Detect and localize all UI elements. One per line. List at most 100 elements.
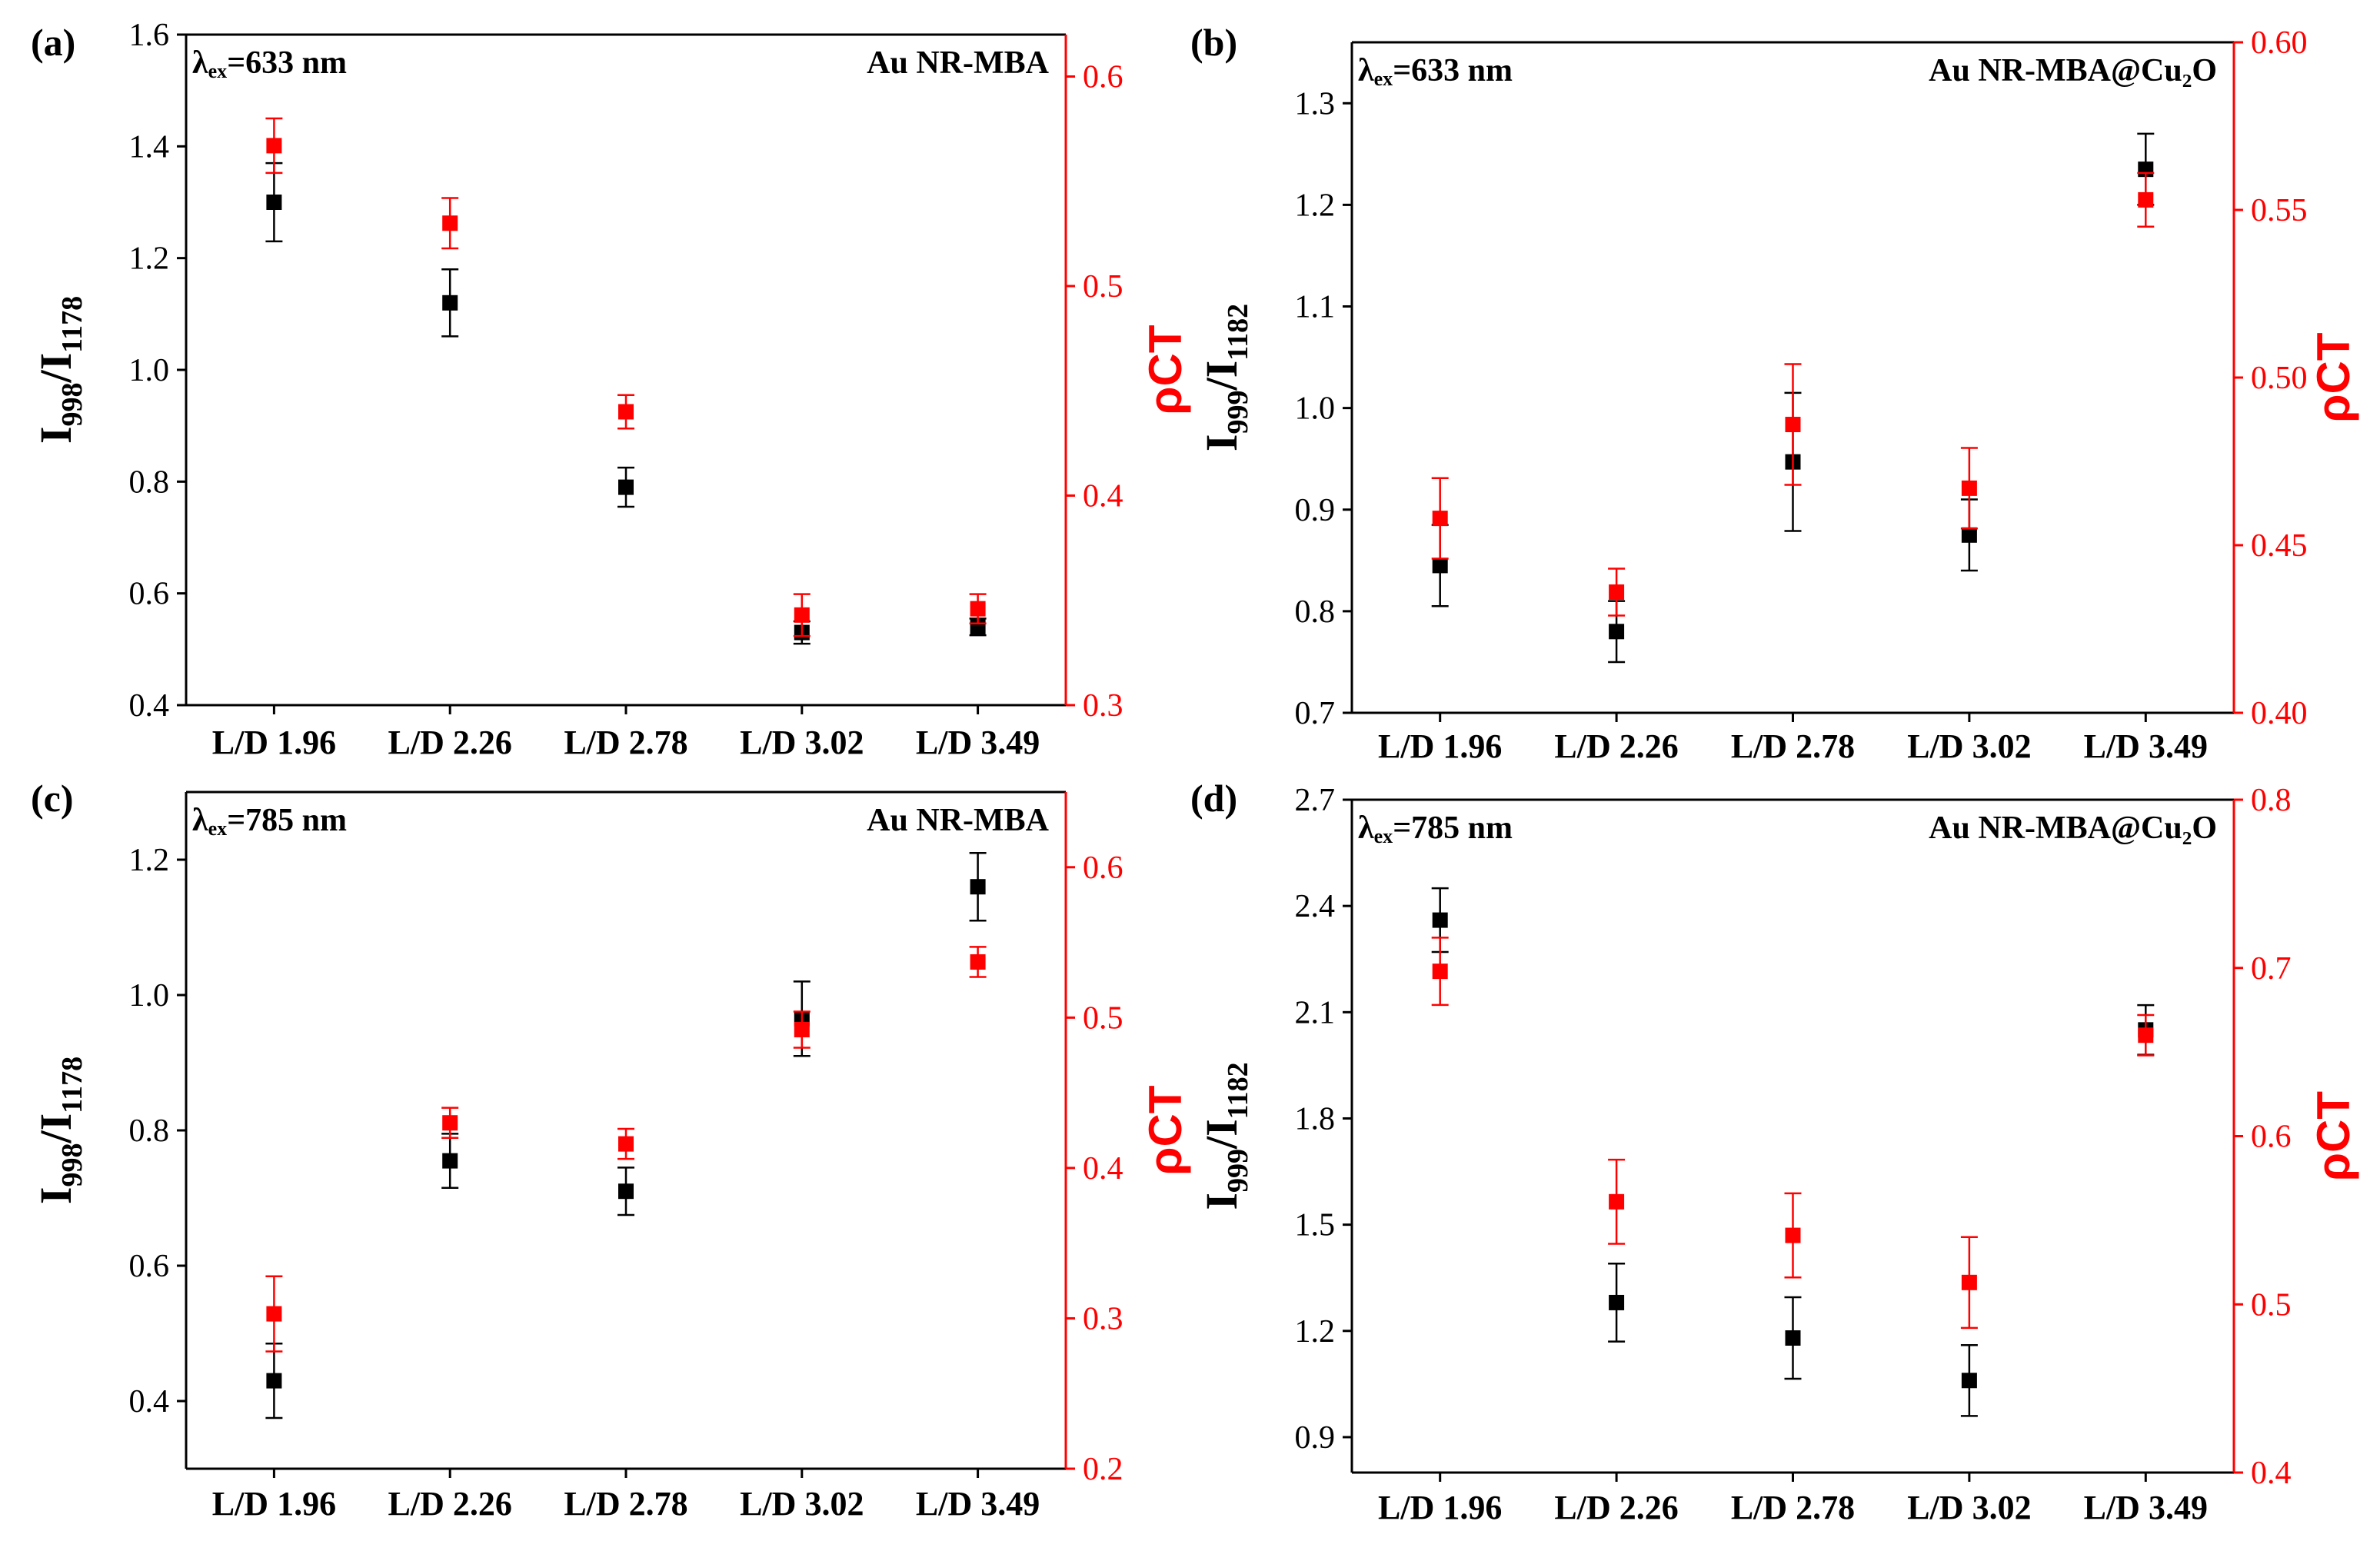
intensity-ratio-point [1432, 912, 1448, 928]
left-tick-label: 1.0 [129, 353, 170, 388]
category-label: L/D 3.49 [916, 724, 1040, 761]
left-tick-label: 1.2 [129, 241, 170, 277]
right-tick-label: 0.50 [2251, 361, 2308, 396]
category-label: L/D 3.02 [740, 724, 864, 761]
rho-ct-point [442, 1115, 458, 1131]
rho-ct-point [794, 607, 810, 623]
left-axis-title: I999/I1182 [1197, 1062, 1254, 1210]
right-axis-title: ρCT [1140, 1085, 1191, 1175]
rho-ct-point [970, 954, 986, 970]
sample-name: Au NR-MBA [867, 45, 1049, 81]
excitation-wavelength: λex=785 nm [1358, 810, 1513, 847]
rho-ct-point [2138, 191, 2154, 208]
category-label: L/D 2.26 [388, 724, 512, 761]
category-label: L/D 1.96 [212, 1485, 336, 1523]
rho-ct-point [618, 404, 634, 420]
left-tick-label: 1.0 [129, 978, 170, 1013]
right-axis-title: ρCT [2308, 1091, 2359, 1181]
rho-ct-point [1961, 1274, 1977, 1290]
category-label: L/D 2.26 [1554, 1489, 1678, 1526]
left-tick-label: 1.5 [1295, 1208, 1336, 1243]
left-tick-label: 1.2 [1295, 188, 1336, 223]
rho-ct-point [970, 601, 986, 617]
intensity-ratio-point [266, 1373, 282, 1389]
intensity-ratio-point [1961, 527, 1977, 543]
category-label: L/D 1.96 [212, 724, 336, 761]
panel-label: (c) [31, 777, 74, 820]
left-axis-title: I998/I1178 [31, 1057, 88, 1204]
right-tick-label: 0.5 [2251, 1287, 2292, 1323]
rho-ct-point [266, 138, 282, 154]
left-tick-label: 0.9 [1295, 493, 1336, 528]
left-tick-label: 0.6 [129, 1249, 170, 1284]
intensity-ratio-point [266, 195, 282, 210]
excitation-wavelength: λex=633 nm [192, 45, 347, 82]
left-tick-label: 0.7 [1295, 696, 1336, 731]
right-tick-label: 0.8 [2251, 783, 2292, 818]
left-tick-label: 2.1 [1295, 995, 1336, 1030]
right-tick-label: 0.6 [1083, 60, 1123, 95]
left-tick-label: 0.4 [129, 1384, 170, 1420]
category-label: L/D 1.96 [1378, 1489, 1502, 1526]
right-tick-label: 0.4 [1083, 1151, 1123, 1187]
right-tick-label: 0.2 [1083, 1452, 1123, 1487]
panel-label: (b) [1190, 21, 1237, 64]
intensity-ratio-point [1609, 1294, 1625, 1310]
left-tick-label: 0.8 [129, 464, 170, 500]
left-tick-label: 1.1 [1295, 290, 1336, 325]
intensity-ratio-point [970, 879, 986, 895]
rho-ct-point [266, 1306, 282, 1322]
rho-ct-point [442, 215, 458, 231]
category-label: L/D 1.96 [1378, 727, 1502, 765]
right-tick-label: 0.55 [2251, 193, 2308, 228]
category-label: L/D 3.49 [2084, 1489, 2208, 1526]
right-tick-label: 0.6 [2251, 1120, 2292, 1155]
rho-ct-point [1432, 964, 1448, 980]
panel-b: (b) 0.7 0.8 0.9 1.0 1.1 1.2 1.3 0.40 0.45 0.50 0.55… [1190, 21, 2359, 765]
left-tick-label: 0.6 [129, 577, 170, 612]
rho-ct-point [794, 1021, 810, 1037]
right-tick-label: 0.6 [1083, 850, 1123, 886]
sample-name: Au NR-MBA@Cu₂O [1929, 810, 2217, 846]
left-tick-label: 1.8 [1295, 1101, 1336, 1137]
left-tick-label: 1.6 [129, 18, 170, 53]
intensity-ratio-point [1609, 624, 1625, 640]
left-tick-label: 1.4 [129, 129, 170, 165]
category-label: L/D 3.49 [916, 1485, 1040, 1523]
right-tick-label: 0.3 [1083, 1301, 1123, 1336]
right-tick-label: 0.5 [1083, 269, 1123, 305]
category-label: L/D 3.49 [2084, 727, 2208, 765]
intensity-ratio-point [442, 1153, 458, 1169]
right-axis-title: ρCT [1140, 325, 1191, 414]
right-tick-label: 0.40 [2251, 696, 2308, 731]
category-label: L/D 3.02 [1907, 1489, 2031, 1526]
right-tick-label: 0.3 [1083, 688, 1123, 724]
category-label: L/D 3.02 [740, 1485, 864, 1523]
left-tick-label: 0.9 [1295, 1420, 1336, 1456]
category-label: L/D 2.78 [564, 1485, 687, 1523]
intensity-ratio-point [1432, 557, 1448, 574]
rho-ct-point [1785, 417, 1801, 433]
left-tick-label: 0.8 [1295, 594, 1336, 630]
panel-d: (d) 0.9 1.2 1.5 1.8 2.1 2.4 2.7 0.4 0.5 0.6 0.7 0.8 L… [1190, 777, 2359, 1526]
rho-ct-point [2138, 1027, 2154, 1043]
rho-ct-point [1961, 480, 1977, 496]
intensity-ratio-point [442, 295, 458, 311]
rho-ct-point [1785, 1227, 1801, 1243]
right-tick-label: 0.4 [1083, 479, 1123, 514]
rho-ct-point [1609, 584, 1625, 601]
right-axis-title: ρCT [2308, 332, 2359, 422]
category-label: L/D 2.26 [388, 1485, 512, 1523]
intensity-ratio-point [618, 1183, 634, 1200]
left-tick-label: 2.4 [1295, 889, 1336, 924]
category-label: L/D 2.26 [1554, 727, 1678, 765]
panel-label: (a) [31, 21, 75, 64]
excitation-wavelength: λex=633 nm [1358, 53, 1513, 90]
panel-c: (c) 0.4 0.6 0.8 1.0 1.2 0.2 0.3 0.4 0.5 0.6 L/D 1.9… [31, 777, 1191, 1523]
left-tick-label: 0.4 [129, 688, 170, 724]
rho-ct-point [1432, 511, 1448, 527]
rho-ct-point [1609, 1193, 1625, 1210]
rho-ct-point [618, 1136, 634, 1152]
excitation-wavelength: λex=785 nm [192, 803, 347, 840]
